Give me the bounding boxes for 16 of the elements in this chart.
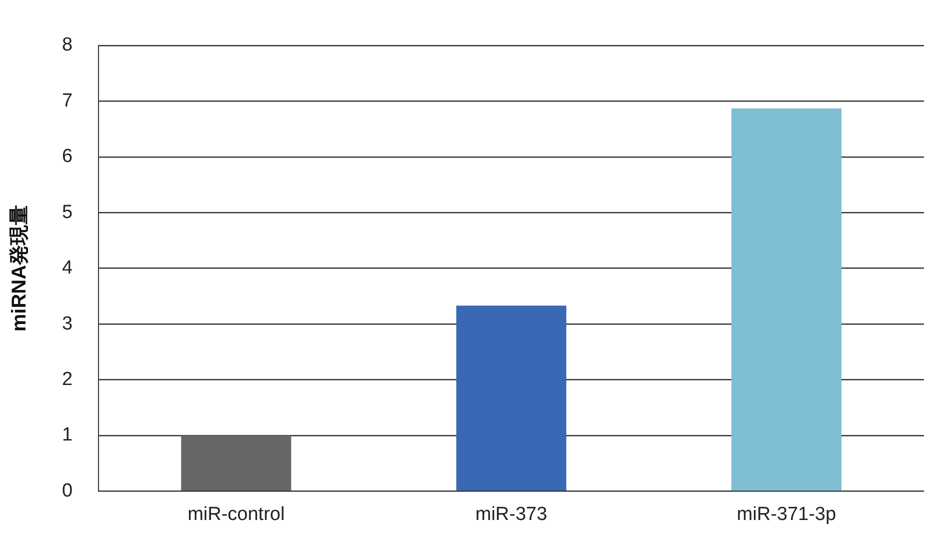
y-tick-label: 1 bbox=[62, 424, 73, 446]
bar bbox=[731, 108, 842, 491]
y-tick-label: 7 bbox=[62, 90, 73, 112]
y-tick-label: 5 bbox=[62, 202, 73, 223]
bar bbox=[456, 306, 566, 491]
bar bbox=[181, 435, 292, 491]
y-tick-label: 6 bbox=[62, 146, 73, 168]
y-tick-label: 2 bbox=[62, 368, 73, 390]
x-tick-label: miR-control bbox=[188, 504, 285, 525]
y-axis-title: miRNA発現量 bbox=[8, 204, 31, 332]
y-tick-label: 0 bbox=[62, 480, 73, 502]
y-tick-label: 8 bbox=[62, 34, 73, 56]
y-tick-label: 3 bbox=[62, 313, 73, 334]
x-tick-label: miR-373 bbox=[475, 504, 548, 525]
x-tick-label: miR-371-3p bbox=[736, 504, 836, 525]
y-tick-label: 4 bbox=[62, 258, 73, 279]
